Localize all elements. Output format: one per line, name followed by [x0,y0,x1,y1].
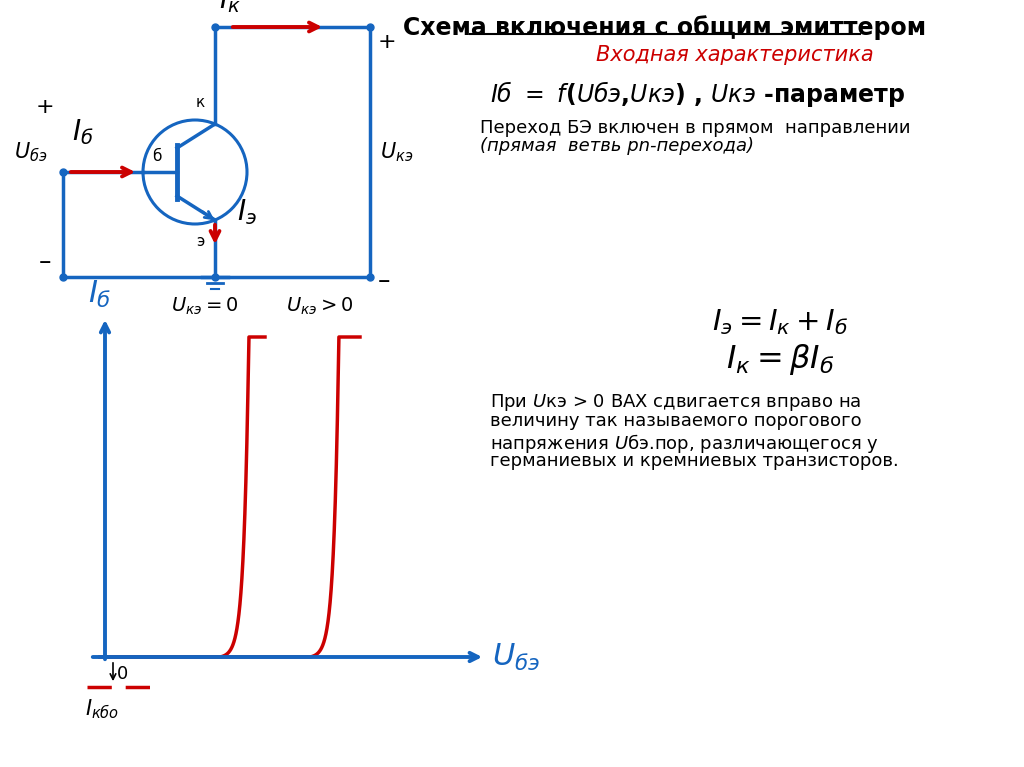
Text: напряжения $\mathit{U}$бэ.пор, различающегося у: напряжения $\mathit{U}$бэ.пор, различающ… [490,432,879,455]
Text: $\mathit{I_б}$: $\mathit{I_б}$ [73,117,94,147]
Text: $\mathit{I_э} = \mathit{I_к} + \mathit{I_б}$: $\mathit{I_э} = \mathit{I_к} + \mathit{I… [712,307,848,337]
Text: –: – [39,250,51,274]
Text: Переход БЭ включен в прямом  направлении: Переход БЭ включен в прямом направлении [480,119,910,137]
Text: $\mathit{I_{кбо}}$: $\mathit{I_{кбо}}$ [85,697,119,721]
Text: германиевых и кремниевых транзисторов.: германиевых и кремниевых транзисторов. [490,452,899,470]
Text: э: э [196,234,204,249]
Text: (прямая  ветвь pn-перехода): (прямая ветвь pn-перехода) [480,137,754,155]
Text: Входная характеристика: Входная характеристика [596,45,873,65]
Text: $\mathit{I_б}$: $\mathit{I_б}$ [88,279,112,310]
Text: При $\mathit{U}$кэ > 0 ВАХ сдвигается вправо на: При $\mathit{U}$кэ > 0 ВАХ сдвигается вп… [490,392,861,413]
Text: $\mathit{U_{бэ}}$: $\mathit{U_{бэ}}$ [492,641,540,673]
Text: величину так называемого порогового: величину так называемого порогового [490,412,861,430]
Text: Схема включения с общим эмиттером: Схема включения с общим эмиттером [403,15,927,40]
Text: +: + [36,97,54,117]
Text: $\mathit{U_{кэ}} > 0$: $\mathit{U_{кэ}} > 0$ [287,296,353,317]
Text: $\mathit{U_{кэ}} = 0$: $\mathit{U_{кэ}} = 0$ [171,296,239,317]
Text: 0: 0 [117,665,128,683]
Text: –: – [378,269,390,293]
Text: к: к [196,95,205,110]
Text: $\mathit{I_к}$: $\mathit{I_к}$ [219,0,241,15]
Text: б: б [153,149,162,164]
Text: $\mathit{U_{кэ}}$: $\mathit{U_{кэ}}$ [380,140,414,164]
Text: $\mathit{I_к} = \beta \mathit{I_б}$: $\mathit{I_к} = \beta \mathit{I_б}$ [726,342,834,377]
Text: $\mathit{I_э}$: $\mathit{I_э}$ [237,197,257,227]
Text: $\mathit{U_{бэ}}$: $\mathit{U_{бэ}}$ [14,140,48,164]
Text: $\it{Iб}$ $=$ $\it{f}$($\it{Uбэ}$,$\it{Uкэ}$) , $\it{Uкэ}$ -параметр: $\it{Iб}$ $=$ $\it{f}$($\it{Uбэ}$,$\it{U… [490,79,905,109]
Text: +: + [378,32,396,52]
